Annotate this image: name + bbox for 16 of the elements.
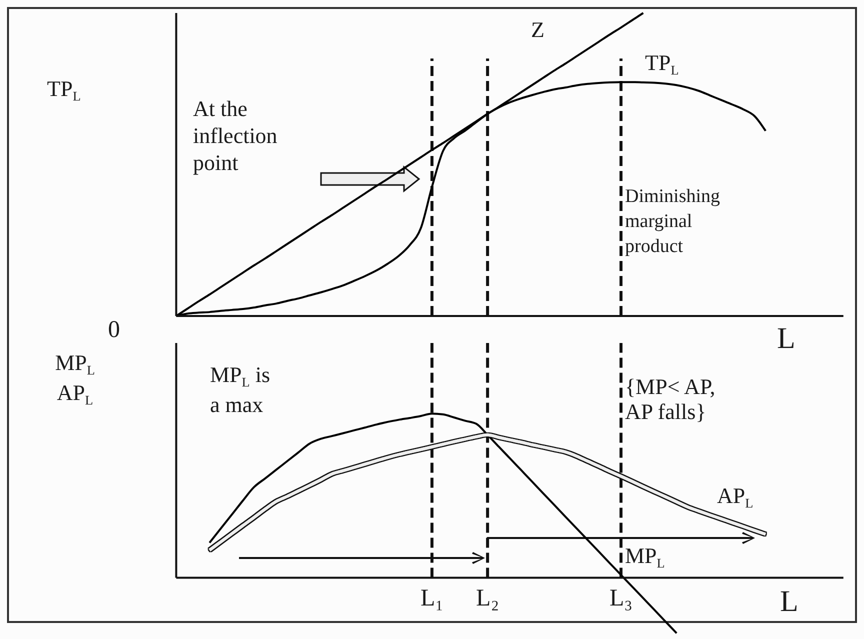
x-tick-label: L₁ bbox=[420, 586, 444, 612]
x-tick-label: L₃ bbox=[609, 586, 633, 612]
annotation: {MP< AP, AP falls} bbox=[625, 374, 716, 424]
annotation: Diminishing marginal product bbox=[625, 185, 722, 259]
x-axis-title: L bbox=[777, 322, 796, 356]
x-axis-title: L bbox=[780, 585, 798, 619]
annotation: At the inflection point bbox=[193, 94, 278, 176]
series-label: AP$_{L}$ bbox=[717, 483, 754, 511]
y-axis-title: MP$_{L}$ AP$_{L}$ bbox=[54, 349, 96, 408]
y-axis-title: TP$_{L}$ bbox=[47, 74, 81, 104]
x-tick-label: L₂ bbox=[476, 586, 500, 612]
series-label: Z bbox=[531, 17, 544, 43]
text: 0 bbox=[108, 316, 120, 344]
annotation: MP$_{L}$ is a max bbox=[210, 361, 272, 419]
series-label: MP$_{L}$ bbox=[625, 543, 665, 571]
series-label: TP$_{L}$ bbox=[645, 50, 679, 78]
